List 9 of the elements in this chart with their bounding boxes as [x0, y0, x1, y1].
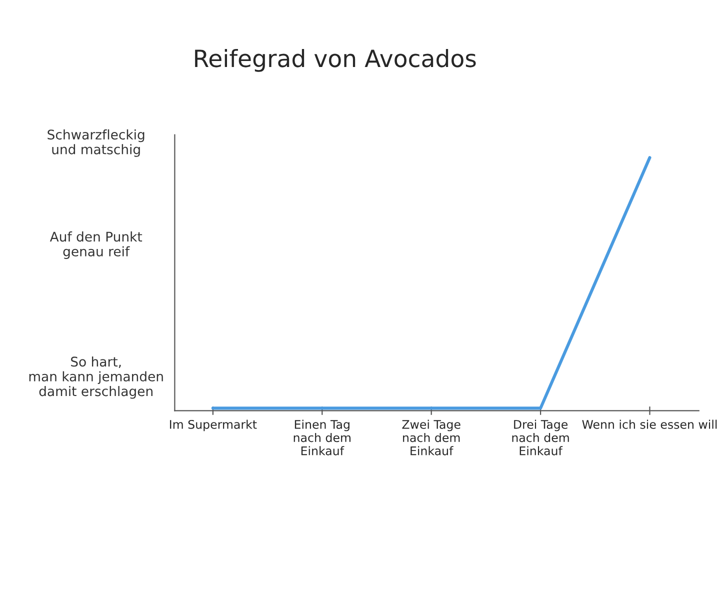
x-tick-label: Drei Tage nach dem Einkauf: [512, 420, 569, 456]
text: So hart, man kann jemanden damit erschlagen: [29, 356, 163, 399]
x-tick-label: Im Supermarkt: [170, 420, 257, 432]
text: Schwarzfleckig und matschig: [48, 129, 144, 157]
text: Auf den Punkt genau reif: [50, 231, 142, 259]
x-tick-label: Zwei Tage nach dem Einkauf: [402, 420, 460, 456]
x-tick-label: Wenn ich sie essen will: [582, 420, 717, 429]
chart-title: Reifegrad von Avocados: [195, 49, 476, 72]
x-tick-label: Einen Tag nach dem Einkauf: [294, 420, 350, 456]
